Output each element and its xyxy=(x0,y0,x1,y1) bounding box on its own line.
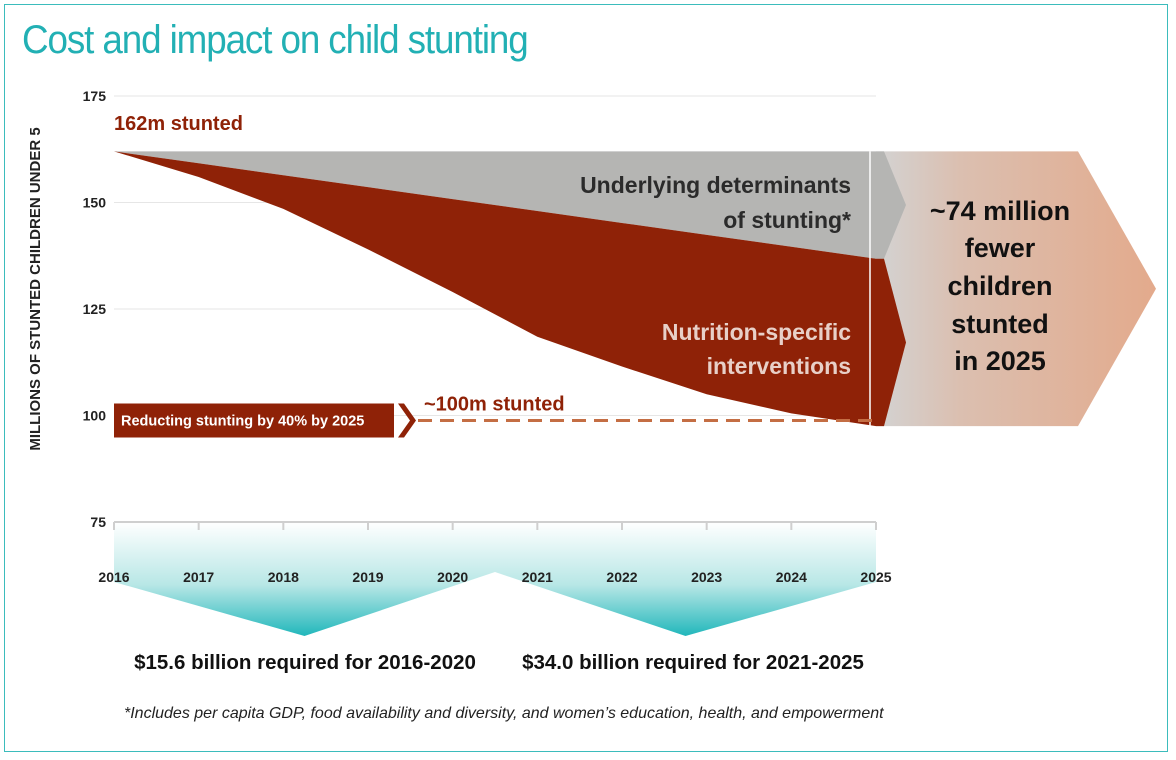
target-banner-label: Reducting stunting by 40% by 2025 xyxy=(121,414,364,430)
cost-chevron-2016-2020 xyxy=(114,522,495,636)
impact-chevron-top xyxy=(876,151,906,259)
y-axis: 175 150 125 100 75 xyxy=(83,88,107,530)
target-banner-arrow xyxy=(398,403,416,438)
cost-chevron-2021-2025 xyxy=(495,522,876,636)
underlying-determinants-area xyxy=(114,151,876,259)
impact-line-3: children xyxy=(947,271,1052,301)
x-tick-2024: 2024 xyxy=(776,569,807,585)
start-label: 162m stunted xyxy=(114,113,243,135)
y-tick-100: 100 xyxy=(83,408,107,424)
target-banner xyxy=(114,403,394,438)
impact-arrow xyxy=(876,151,1156,427)
page-title: Cost and impact on child stunting xyxy=(22,18,529,62)
x-tick-2022: 2022 xyxy=(606,569,637,585)
target-label: ~100m stunted xyxy=(424,394,565,416)
y-axis-title: MILLIONS OF STUNTED CHILDREN UNDER 5 xyxy=(27,127,44,450)
impact-chevron-bottom xyxy=(876,258,906,427)
x-tick-2019: 2019 xyxy=(352,569,383,585)
cost-label-2016-2020: $15.6 billion required for 2016-2020 xyxy=(134,651,476,674)
y-tick-150: 150 xyxy=(83,195,107,211)
underlying-label-line-1: Underlying determinants xyxy=(580,172,851,198)
nutrition-interventions-area xyxy=(114,151,876,427)
nutrition-label-line-1: Nutrition-specific xyxy=(662,319,851,345)
impact-line-5: in 2025 xyxy=(954,346,1046,376)
y-tick-175: 175 xyxy=(83,88,107,104)
impact-text: ~74 million fewer children stunted in 20… xyxy=(930,196,1070,376)
cost-label-2021-2025: $34.0 billion required for 2021-2025 xyxy=(522,651,864,674)
y-tick-125: 125 xyxy=(83,301,107,317)
x-tick-2016: 2016 xyxy=(98,569,129,585)
impact-line-1: ~74 million xyxy=(930,196,1070,226)
impact-line-2: fewer xyxy=(965,233,1036,263)
underlying-label-line-2: of stunting* xyxy=(723,207,851,233)
x-tick-2023: 2023 xyxy=(691,569,722,585)
footnote: *Includes per capita GDP, food availabil… xyxy=(124,705,884,722)
nutrition-label-line-2: interventions xyxy=(707,353,851,379)
x-tick-2018: 2018 xyxy=(268,569,299,585)
y-tick-75: 75 xyxy=(90,514,106,530)
x-tick-2017: 2017 xyxy=(183,569,214,585)
figure-frame xyxy=(4,4,1168,752)
impact-line-4: stunted xyxy=(951,309,1049,339)
x-axis: 2016 2017 2018 2019 2020 2021 2022 2023 2024 2025 xyxy=(98,521,892,585)
x-tick-2025: 2025 xyxy=(860,569,891,585)
x-tick-2021: 2021 xyxy=(522,569,553,585)
x-tick-2020: 2020 xyxy=(437,569,468,585)
